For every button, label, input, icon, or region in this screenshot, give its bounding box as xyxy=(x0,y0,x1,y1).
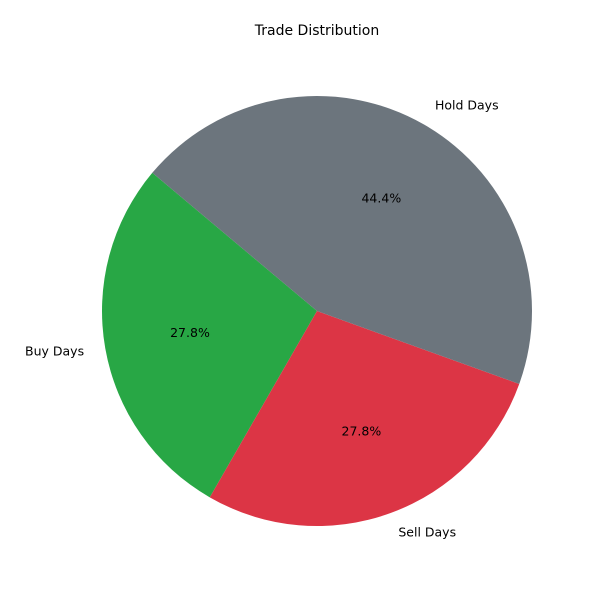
pie-slice-sell-days xyxy=(209,311,520,526)
pie-slices xyxy=(102,95,532,526)
pie-labels: Buy Days 27.8% Sell Days 27.8% Hold Days 44.4… xyxy=(25,98,499,540)
slice-label-buy-days: Buy Days xyxy=(25,344,84,359)
pie-slice-hold-days xyxy=(152,95,532,384)
slice-percent-sell-days: 27.8% xyxy=(342,424,382,439)
chart-title: Trade Distribution xyxy=(254,23,379,39)
slice-label-sell-days: Sell Days xyxy=(398,525,456,540)
pie-slice-buy-days xyxy=(102,172,317,498)
slice-label-hold-days: Hold Days xyxy=(435,98,499,113)
slice-percent-hold-days: 44.4% xyxy=(361,191,401,206)
slice-percent-buy-days: 27.8% xyxy=(170,325,210,340)
